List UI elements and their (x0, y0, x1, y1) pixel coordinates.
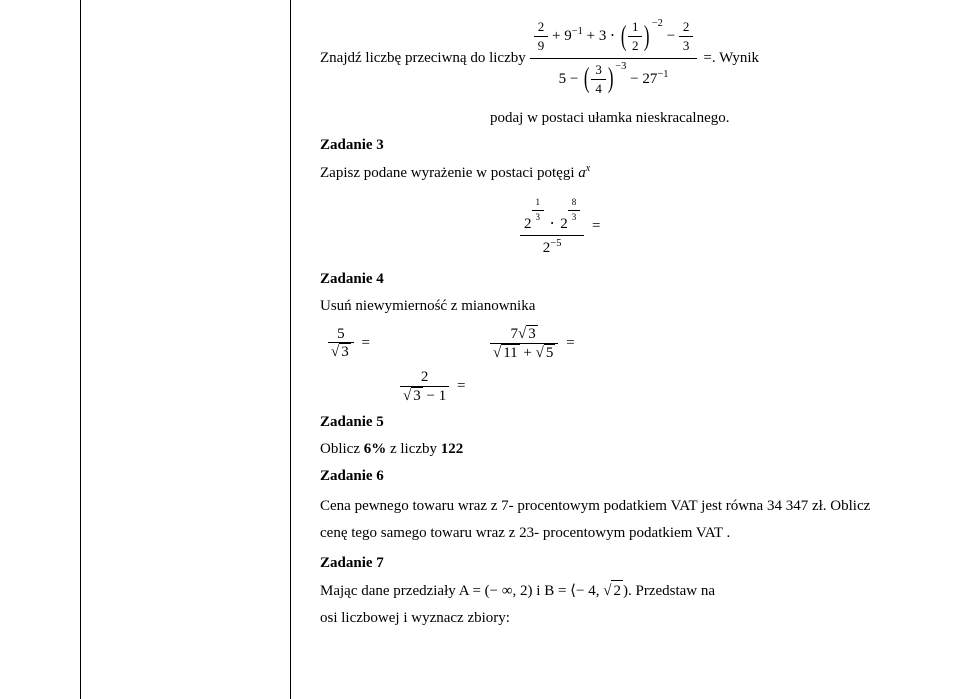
z4-text: Usuń niewymierność z mianownika (320, 296, 900, 317)
pf-bot-exp: −5 (550, 238, 561, 249)
z7-setB-rad: 2 (611, 580, 623, 602)
pf-b-num: 8 (568, 196, 581, 211)
pf-eq: = (592, 218, 600, 234)
f3-rad: 3 (411, 387, 423, 405)
z3-text-c: x (586, 163, 590, 174)
line-postac: podaj w postaci ułamka nieskracalnego. (490, 108, 900, 129)
z4-frac3: 2 √3 − 1 = (400, 369, 465, 404)
paren-l: ( (620, 26, 626, 48)
f3-num: 2 (400, 369, 449, 387)
z7-b: . Przedstaw na (628, 583, 715, 599)
heading-z3: Zadanie 3 (320, 135, 900, 156)
bf-den-exp: −1 (657, 69, 668, 80)
pf-a-num: 1 (532, 196, 545, 211)
z7-line1: Mając dane przedziały A = (− ∞, 2) i B =… (320, 580, 900, 602)
pf-a: 2 (524, 216, 532, 232)
rule-left (80, 0, 81, 699)
f2-plus: + (523, 345, 531, 361)
heading-z5: Zadanie 5 (320, 412, 900, 433)
heading-z7: Zadanie 7 (320, 553, 900, 574)
bf-exp1: −1 (572, 26, 583, 37)
z4-row1: 5 √3 = 7√3 √11 + √5 = (328, 325, 900, 361)
z3-text-b: a (578, 165, 586, 181)
bf-minus: − (667, 28, 675, 44)
z4-row2: 2 √3 − 1 = (400, 369, 900, 404)
f2-numrad: 3 (526, 325, 538, 343)
intro-suffix: . Wynik (712, 50, 759, 67)
bf-den-in-exp: −3 (615, 61, 626, 72)
pf-a-den: 3 (532, 211, 545, 225)
rule-right (290, 0, 291, 699)
z3-power-fraction: 213 ⋅ 283 2−5 = (520, 194, 900, 259)
z5-c: z liczby (386, 441, 441, 457)
f3-eq: = (457, 378, 465, 394)
z5-a: Oblicz (320, 441, 364, 457)
z4-frac1: 5 √3 = (328, 326, 370, 361)
f2-coef: 7 (511, 326, 519, 342)
z3-text-a: Zapisz podane wyrażenie w postaci potęgi (320, 165, 578, 181)
bf-in-exp: −2 (652, 18, 663, 29)
f1-num: 5 (328, 326, 354, 344)
paren-r2: ) (608, 68, 614, 90)
bf-num-a: 2 (534, 18, 549, 37)
bf-num-a-den: 9 (534, 37, 549, 55)
paren-l2: ( (584, 68, 590, 90)
z7-a: Mając dane przedziały (320, 583, 459, 599)
bf-den-5: 5 − (559, 71, 579, 87)
pf-b: 2 (560, 216, 568, 232)
paren-r: ) (644, 26, 650, 48)
intro-prefix: Znajdź liczbę przeciwną do liczby (320, 50, 526, 67)
document-page: Znajdź liczbę przeciwną do liczby 29 + 9… (300, 0, 920, 655)
z5-text: Oblicz 6% z liczby 122 (320, 439, 900, 460)
f3-tail: − 1 (426, 388, 446, 404)
bf-den-in-den: 4 (591, 80, 606, 98)
bf-plus2: + 3 ⋅ (587, 28, 615, 44)
z7-setA: A = (− ∞, 2) (459, 583, 533, 599)
f2-den-a: 11 (501, 344, 519, 362)
f2-den-b: 5 (544, 344, 556, 362)
bf-eq: = (703, 50, 711, 67)
bf-den-minus: − 27 (630, 71, 657, 87)
heading-z6: Zadanie 6 (320, 466, 900, 487)
z5-b: 6% (364, 441, 387, 457)
z4-frac2: 7√3 √11 + √5 = (490, 325, 575, 361)
bf-tail-den: 3 (679, 37, 694, 55)
heading-z4: Zadanie 4 (320, 269, 900, 290)
intro-line: Znajdź liczbę przeciwną do liczby 29 + 9… (320, 16, 900, 100)
z3-text: Zapisz podane wyrażenie w postaci potęgi… (320, 162, 900, 184)
z7-line2: osi liczbowej i wyznacz zbiory: (320, 608, 900, 629)
z7-and: i (533, 583, 545, 599)
pf-dot: ⋅ (550, 216, 555, 232)
z6-text: Cena pewnego towaru wraz z 7- procentowy… (320, 493, 900, 547)
bf-in-den: 2 (628, 37, 643, 55)
bf-den-in-num: 3 (591, 61, 606, 80)
z7-setB-a: B = ⟨− 4, (544, 583, 603, 599)
bf-in-num: 1 (628, 18, 643, 37)
bf-plus1: + 9 (552, 28, 572, 44)
f1-den: 3 (339, 343, 351, 361)
pf-b-den: 3 (568, 211, 581, 225)
f2-eq: = (566, 335, 574, 351)
bf-tail-num: 2 (679, 18, 694, 37)
z5-d: 122 (441, 441, 464, 457)
f1-eq: = (361, 335, 369, 351)
main-fraction: 29 + 9−1 + 3 ⋅ (12)−2 − 23 5 − (34)−3 − … (530, 16, 698, 100)
